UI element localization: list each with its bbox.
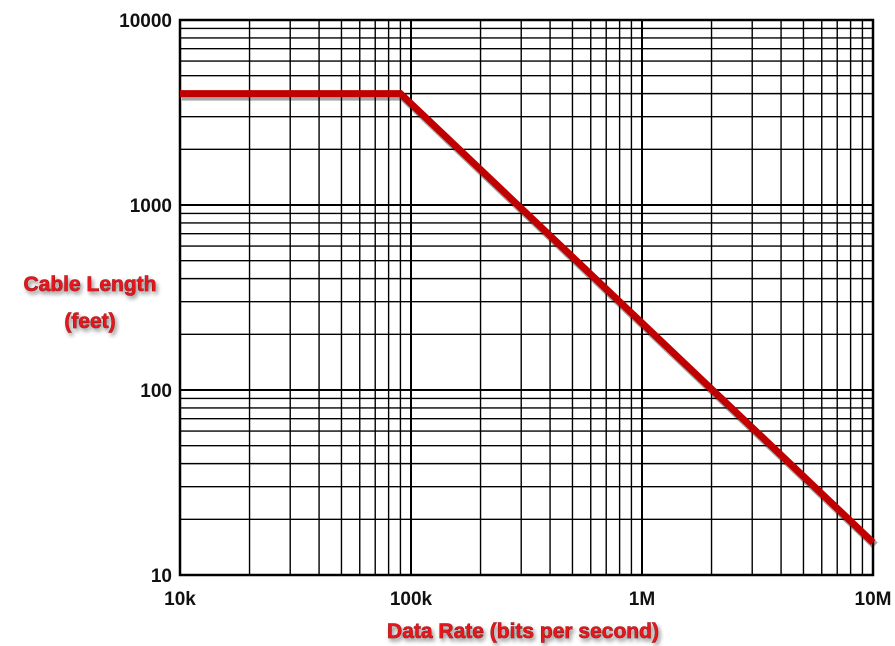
y-tick-label: 100 [140, 381, 172, 402]
plot-frame [178, 18, 875, 577]
series-line [180, 90, 876, 545]
series-line-shadow [182, 92, 878, 549]
series-group [180, 90, 878, 549]
x-tick-label: 10k [164, 589, 196, 610]
grid [178, 18, 875, 577]
y-tick-labels: 10 100 1000 10000 [119, 11, 172, 587]
x-tick-label: 10M [855, 589, 892, 610]
x-tick-label: 100k [390, 589, 433, 610]
x-axis-title: Data Rate (bits per second) [387, 620, 659, 643]
y-tick-label: 10000 [119, 11, 172, 32]
x-tick-labels: 10k 100k 1M 10M [164, 589, 891, 610]
y-axis-title: Cable Length (feet) [23, 273, 157, 334]
x-tick-label: 1M [629, 589, 655, 610]
y-axis-title-line-1: Cable Length [23, 273, 156, 296]
y-tick-label: 1000 [130, 196, 172, 217]
y-tick-label: 10 [151, 566, 172, 587]
y-axis-title-line-2: (feet) [64, 310, 115, 333]
